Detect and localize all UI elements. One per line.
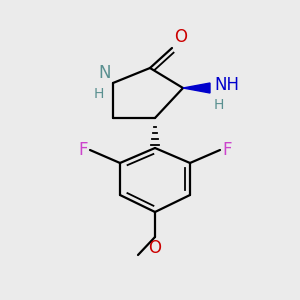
Text: O: O: [174, 28, 187, 46]
Polygon shape: [183, 83, 210, 93]
Text: O: O: [148, 239, 161, 257]
Text: H: H: [94, 87, 104, 101]
Text: NH: NH: [214, 76, 239, 94]
Text: F: F: [79, 141, 88, 159]
Text: F: F: [222, 141, 232, 159]
Text: H: H: [214, 98, 224, 112]
Text: N: N: [98, 64, 111, 82]
